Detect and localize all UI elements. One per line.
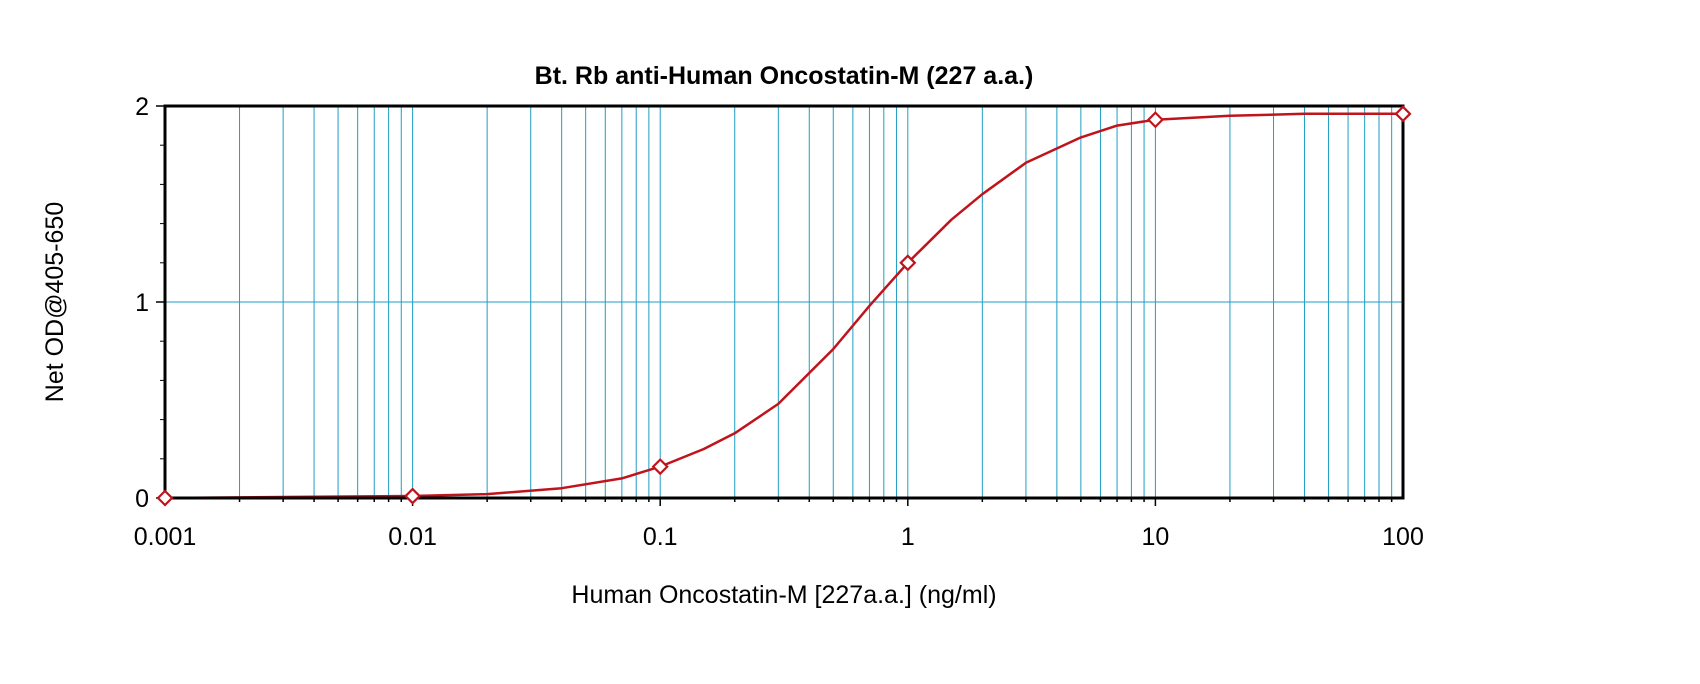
- x-tick-label: 0.001: [134, 523, 197, 551]
- series-markers: [156, 105, 1412, 507]
- x-tick-label: 1: [901, 523, 915, 551]
- series-line: [164, 112, 1403, 500]
- y-tick-label: 0: [135, 485, 149, 513]
- y-tick-label: 2: [135, 93, 149, 121]
- chart-title: Bt. Rb anti-Human Oncostatin-M (227 a.a.…: [535, 62, 1034, 90]
- x-tick-label: 0.1: [643, 523, 678, 551]
- y-tick-label: 1: [135, 289, 149, 317]
- data-point-marker: [1394, 105, 1412, 123]
- data-point-marker: [1146, 111, 1164, 129]
- data-point-marker: [156, 489, 174, 507]
- data-point-marker: [899, 254, 917, 272]
- x-axis-label: Human Oncostatin-M [227a.a.] (ng/ml): [571, 581, 996, 609]
- x-tick-label: 100: [1382, 523, 1424, 551]
- grid: [165, 106, 1403, 498]
- x-tick-label: 10: [1141, 523, 1169, 551]
- series-curve-layer: [164, 112, 1403, 500]
- ticks: 0.001 0.01 0.1 1 10 100 0 1 2: [134, 93, 1424, 551]
- data-point-marker: [404, 487, 422, 505]
- y-axis-label: Net OD@405-650: [41, 202, 69, 402]
- data-point-marker: [651, 458, 669, 476]
- x-tick-label: 0.01: [388, 523, 437, 551]
